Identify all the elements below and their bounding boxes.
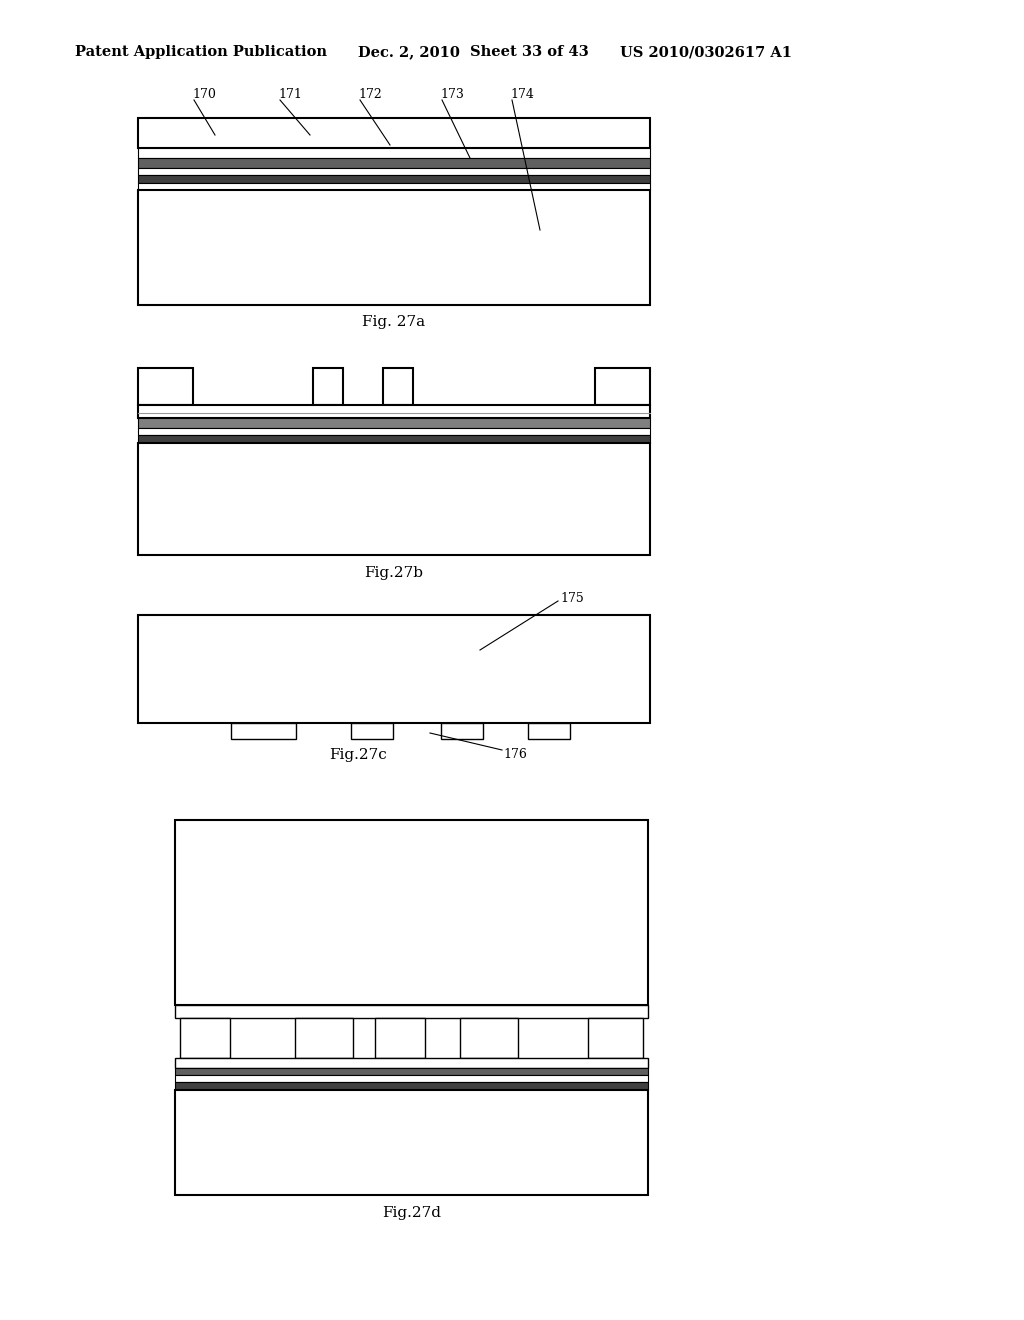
Text: Dec. 2, 2010: Dec. 2, 2010 — [358, 45, 460, 59]
Text: Fig.27c: Fig.27c — [329, 748, 387, 762]
Bar — [138, 117, 650, 148]
Bar — [138, 444, 650, 554]
Text: Fig.27b: Fig.27b — [365, 566, 424, 579]
Bar — [138, 436, 650, 444]
Bar — [351, 723, 393, 739]
Bar — [138, 158, 650, 168]
Bar — [175, 1005, 648, 1018]
Text: 172: 172 — [358, 88, 382, 102]
Bar — [138, 176, 650, 183]
Text: 173: 173 — [440, 88, 464, 102]
Text: US 2010/0302617 A1: US 2010/0302617 A1 — [620, 45, 792, 59]
Bar — [295, 1018, 353, 1059]
Bar — [138, 190, 650, 305]
Bar — [375, 1018, 425, 1059]
Bar — [175, 820, 648, 1005]
Bar — [138, 418, 650, 428]
Bar — [441, 723, 483, 739]
Text: 170: 170 — [193, 88, 216, 102]
Bar — [138, 148, 650, 158]
Text: 176: 176 — [503, 748, 527, 762]
Text: 171: 171 — [278, 88, 302, 102]
Bar — [180, 1018, 230, 1059]
Text: Fig.27d: Fig.27d — [382, 1206, 441, 1220]
Bar — [175, 1082, 648, 1090]
Bar — [138, 405, 650, 418]
Text: 175: 175 — [560, 591, 584, 605]
Bar — [138, 428, 650, 436]
Bar — [313, 368, 343, 405]
Text: 174: 174 — [510, 88, 534, 102]
Text: Sheet 33 of 43: Sheet 33 of 43 — [470, 45, 589, 59]
Bar — [175, 1059, 648, 1068]
Bar — [588, 1018, 643, 1059]
Bar — [383, 368, 413, 405]
Bar — [175, 1090, 648, 1195]
Bar — [138, 368, 193, 405]
Bar — [138, 168, 650, 176]
Text: Fig. 27a: Fig. 27a — [362, 315, 426, 329]
Bar — [231, 723, 296, 739]
Bar — [175, 1074, 648, 1082]
Text: Patent Application Publication: Patent Application Publication — [75, 45, 327, 59]
Bar — [460, 1018, 518, 1059]
Bar — [595, 368, 650, 405]
Bar — [138, 183, 650, 190]
Bar — [528, 723, 570, 739]
Bar — [138, 615, 650, 723]
Bar — [175, 1068, 648, 1074]
